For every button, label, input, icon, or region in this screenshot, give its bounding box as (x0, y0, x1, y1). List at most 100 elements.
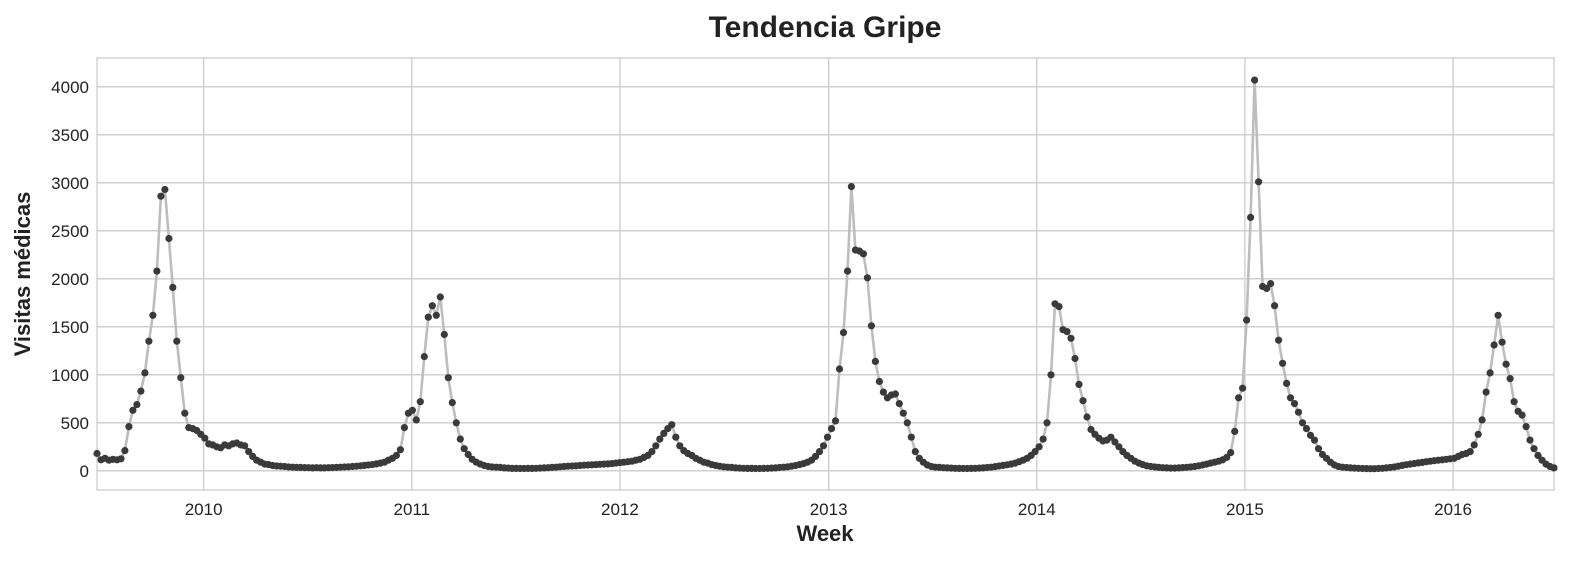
data-point (843, 267, 852, 275)
data-point (1035, 443, 1043, 451)
y-tick-label: 3000 (51, 174, 89, 193)
data-point (117, 455, 125, 463)
data-point (1107, 433, 1115, 441)
data-point (1526, 436, 1534, 444)
x-axis-label: Week (796, 521, 854, 546)
data-point (911, 448, 919, 456)
data-point (823, 433, 832, 441)
data-point (1306, 431, 1315, 439)
data-point (1031, 448, 1039, 456)
chart-title: Tendencia Gripe (709, 11, 942, 44)
data-point (396, 446, 404, 454)
data-point (811, 452, 820, 460)
data-point (879, 388, 888, 396)
data-point (149, 311, 157, 319)
y-axis-label: Visitas médicas (10, 192, 35, 357)
data-point (464, 450, 472, 459)
data-point (93, 449, 101, 458)
data-point (1530, 445, 1538, 453)
data-point (145, 337, 153, 345)
x-tick-label: 2013 (810, 500, 848, 519)
data-point (133, 401, 141, 409)
data-point (420, 353, 428, 361)
y-tick-label: 4000 (51, 78, 89, 97)
data-point (668, 421, 676, 429)
data-point (652, 442, 660, 450)
data-point (859, 250, 868, 258)
data-point (137, 387, 145, 395)
data-point (1486, 369, 1494, 377)
data-point (408, 406, 416, 414)
data-point (1494, 311, 1502, 319)
y-tick-label: 3500 (51, 126, 89, 145)
data-point (1498, 338, 1506, 346)
data-point (1283, 379, 1291, 387)
data-point (1470, 441, 1478, 449)
data-point (1063, 328, 1071, 336)
data-point (1235, 394, 1243, 402)
data-point (400, 424, 408, 432)
data-point (1111, 438, 1119, 446)
data-point (1502, 360, 1510, 368)
data-point (839, 329, 848, 337)
data-point (412, 416, 420, 424)
data-point (201, 434, 209, 442)
data-point (831, 417, 840, 425)
data-point (1271, 302, 1279, 310)
x-tick-label: 2012 (601, 500, 639, 519)
data-point (1522, 423, 1530, 431)
data-point (245, 448, 253, 456)
data-point (1083, 413, 1091, 421)
data-point (819, 442, 828, 450)
data-point (169, 283, 177, 291)
data-point (1247, 213, 1255, 221)
y-tick-label: 1000 (51, 366, 89, 385)
data-point (165, 234, 173, 243)
x-tick-label: 2010 (185, 500, 223, 519)
data-point (1290, 400, 1299, 408)
data-point (867, 322, 876, 330)
x-tick-label: 2015 (1226, 500, 1264, 519)
data-point (416, 398, 424, 406)
data-point (1518, 411, 1526, 419)
data-point (1314, 445, 1323, 453)
data-point (1474, 430, 1482, 438)
data-point (1055, 303, 1063, 311)
data-point (835, 365, 844, 373)
series-points (93, 76, 1558, 473)
data-point (891, 390, 900, 398)
data-point (875, 377, 884, 386)
data-point (1043, 419, 1051, 427)
data-point (1251, 76, 1259, 84)
data-point (1275, 336, 1283, 344)
data-point (656, 435, 664, 443)
data-point (1263, 284, 1271, 292)
y-tick-label: 500 (61, 414, 89, 433)
data-point (129, 406, 137, 414)
data-point (1115, 443, 1123, 451)
grid (97, 58, 1554, 490)
data-point (173, 337, 181, 345)
data-point (456, 435, 464, 443)
data-point (440, 330, 448, 339)
data-point (847, 183, 856, 191)
data-point (899, 409, 907, 417)
data-point (424, 313, 432, 321)
plot-area-frame (96, 57, 1555, 491)
data-point (1482, 388, 1490, 396)
data-point (1075, 380, 1083, 388)
x-axis-ticks: 2010 2011 2012 2013 2014 2015 2016 (185, 500, 1472, 519)
data-point (660, 429, 668, 437)
data-point (1231, 427, 1239, 435)
data-point (1227, 449, 1235, 457)
data-point (1302, 425, 1311, 433)
data-point (181, 409, 189, 417)
data-point (1506, 375, 1514, 383)
data-point (903, 419, 911, 427)
y-tick-label: 2000 (51, 270, 89, 289)
data-point (392, 451, 400, 459)
data-point (1279, 359, 1287, 367)
x-tick-label: 2011 (393, 500, 430, 519)
data-point (121, 447, 129, 455)
